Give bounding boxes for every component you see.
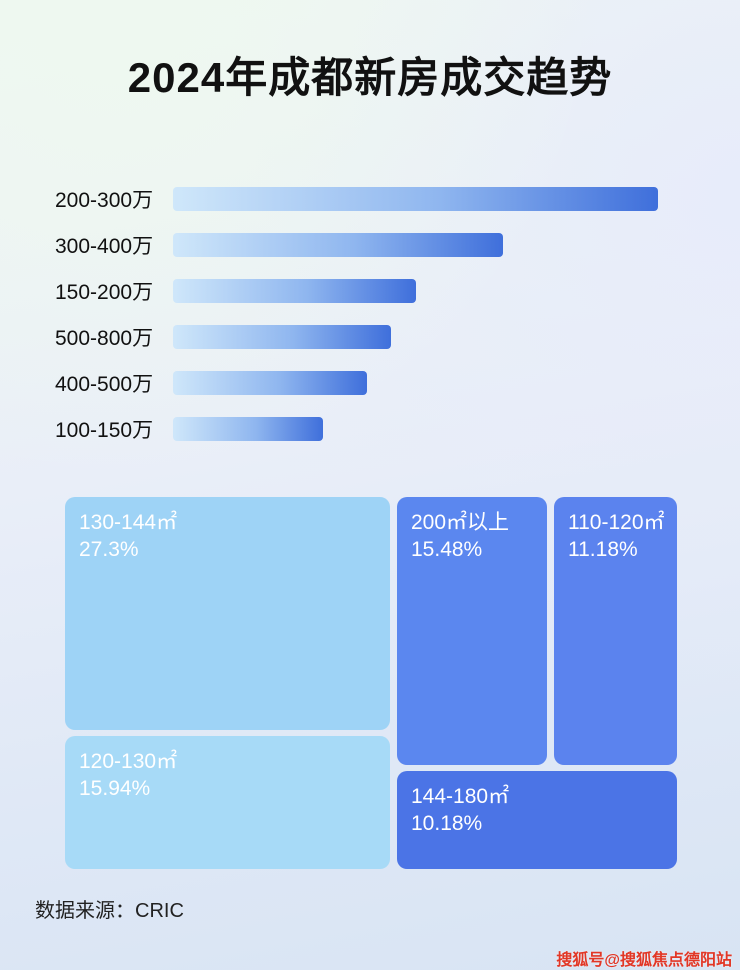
treemap-label: 110-120㎡: [568, 511, 665, 534]
bar-category-label: 200-300万: [55, 189, 154, 212]
bar: [173, 371, 367, 395]
data-source-note: 数据来源：CRIC: [35, 900, 184, 922]
bar-row: 400-500万: [55, 360, 695, 406]
bar-category-label: 400-500万: [55, 373, 154, 396]
treemap-label: 200㎡以上: [411, 511, 510, 534]
bar-row: 100-150万: [55, 406, 695, 452]
treemap-value: 15.94%: [79, 777, 151, 801]
bar-row: 500-800万: [55, 314, 695, 360]
bar-row: 300-400万: [55, 222, 695, 268]
treemap-value: 27.3%: [79, 538, 139, 562]
treemap-value: 15.48%: [411, 538, 483, 562]
treemap-block-144-180: 144-180㎡ 10.18%: [397, 771, 677, 869]
treemap-value: 11.18%: [568, 538, 638, 562]
watermark-text: 搜狐号@搜狐焦点德阳站: [556, 952, 732, 969]
bar: [173, 417, 323, 441]
bar: [173, 187, 658, 211]
bar-category-label: 150-200万: [55, 281, 154, 304]
page-title: 2024年成都新房成交趋势: [127, 54, 613, 101]
bar-row: 200-300万: [55, 176, 695, 222]
area-treemap: 130-144㎡ 27.3% 120-130㎡ 15.94% 200㎡以上 15…: [65, 497, 677, 869]
bar-category-label: 300-400万: [55, 235, 154, 258]
treemap-block-110-120: 110-120㎡ 11.18%: [554, 497, 677, 765]
treemap-label: 120-130㎡: [79, 750, 178, 773]
bar: [173, 233, 503, 257]
treemap-block-120-130: 120-130㎡ 15.94%: [65, 736, 390, 869]
treemap-block-200-plus: 200㎡以上 15.48%: [397, 497, 547, 765]
treemap-label: 130-144㎡: [79, 511, 178, 534]
treemap-block-130-144: 130-144㎡ 27.3%: [65, 497, 390, 730]
bar-category-label: 500-800万: [55, 327, 154, 350]
bar: [173, 279, 416, 303]
treemap-label: 144-180㎡: [411, 785, 510, 808]
treemap-value: 10.18%: [411, 812, 483, 836]
bar-row: 150-200万: [55, 268, 695, 314]
bar: [173, 325, 391, 349]
price-bar-chart: 200-300万 300-400万 150-200万 500-800万 400-500万…: [55, 176, 695, 452]
bar-category-label: 100-150万: [55, 419, 154, 442]
